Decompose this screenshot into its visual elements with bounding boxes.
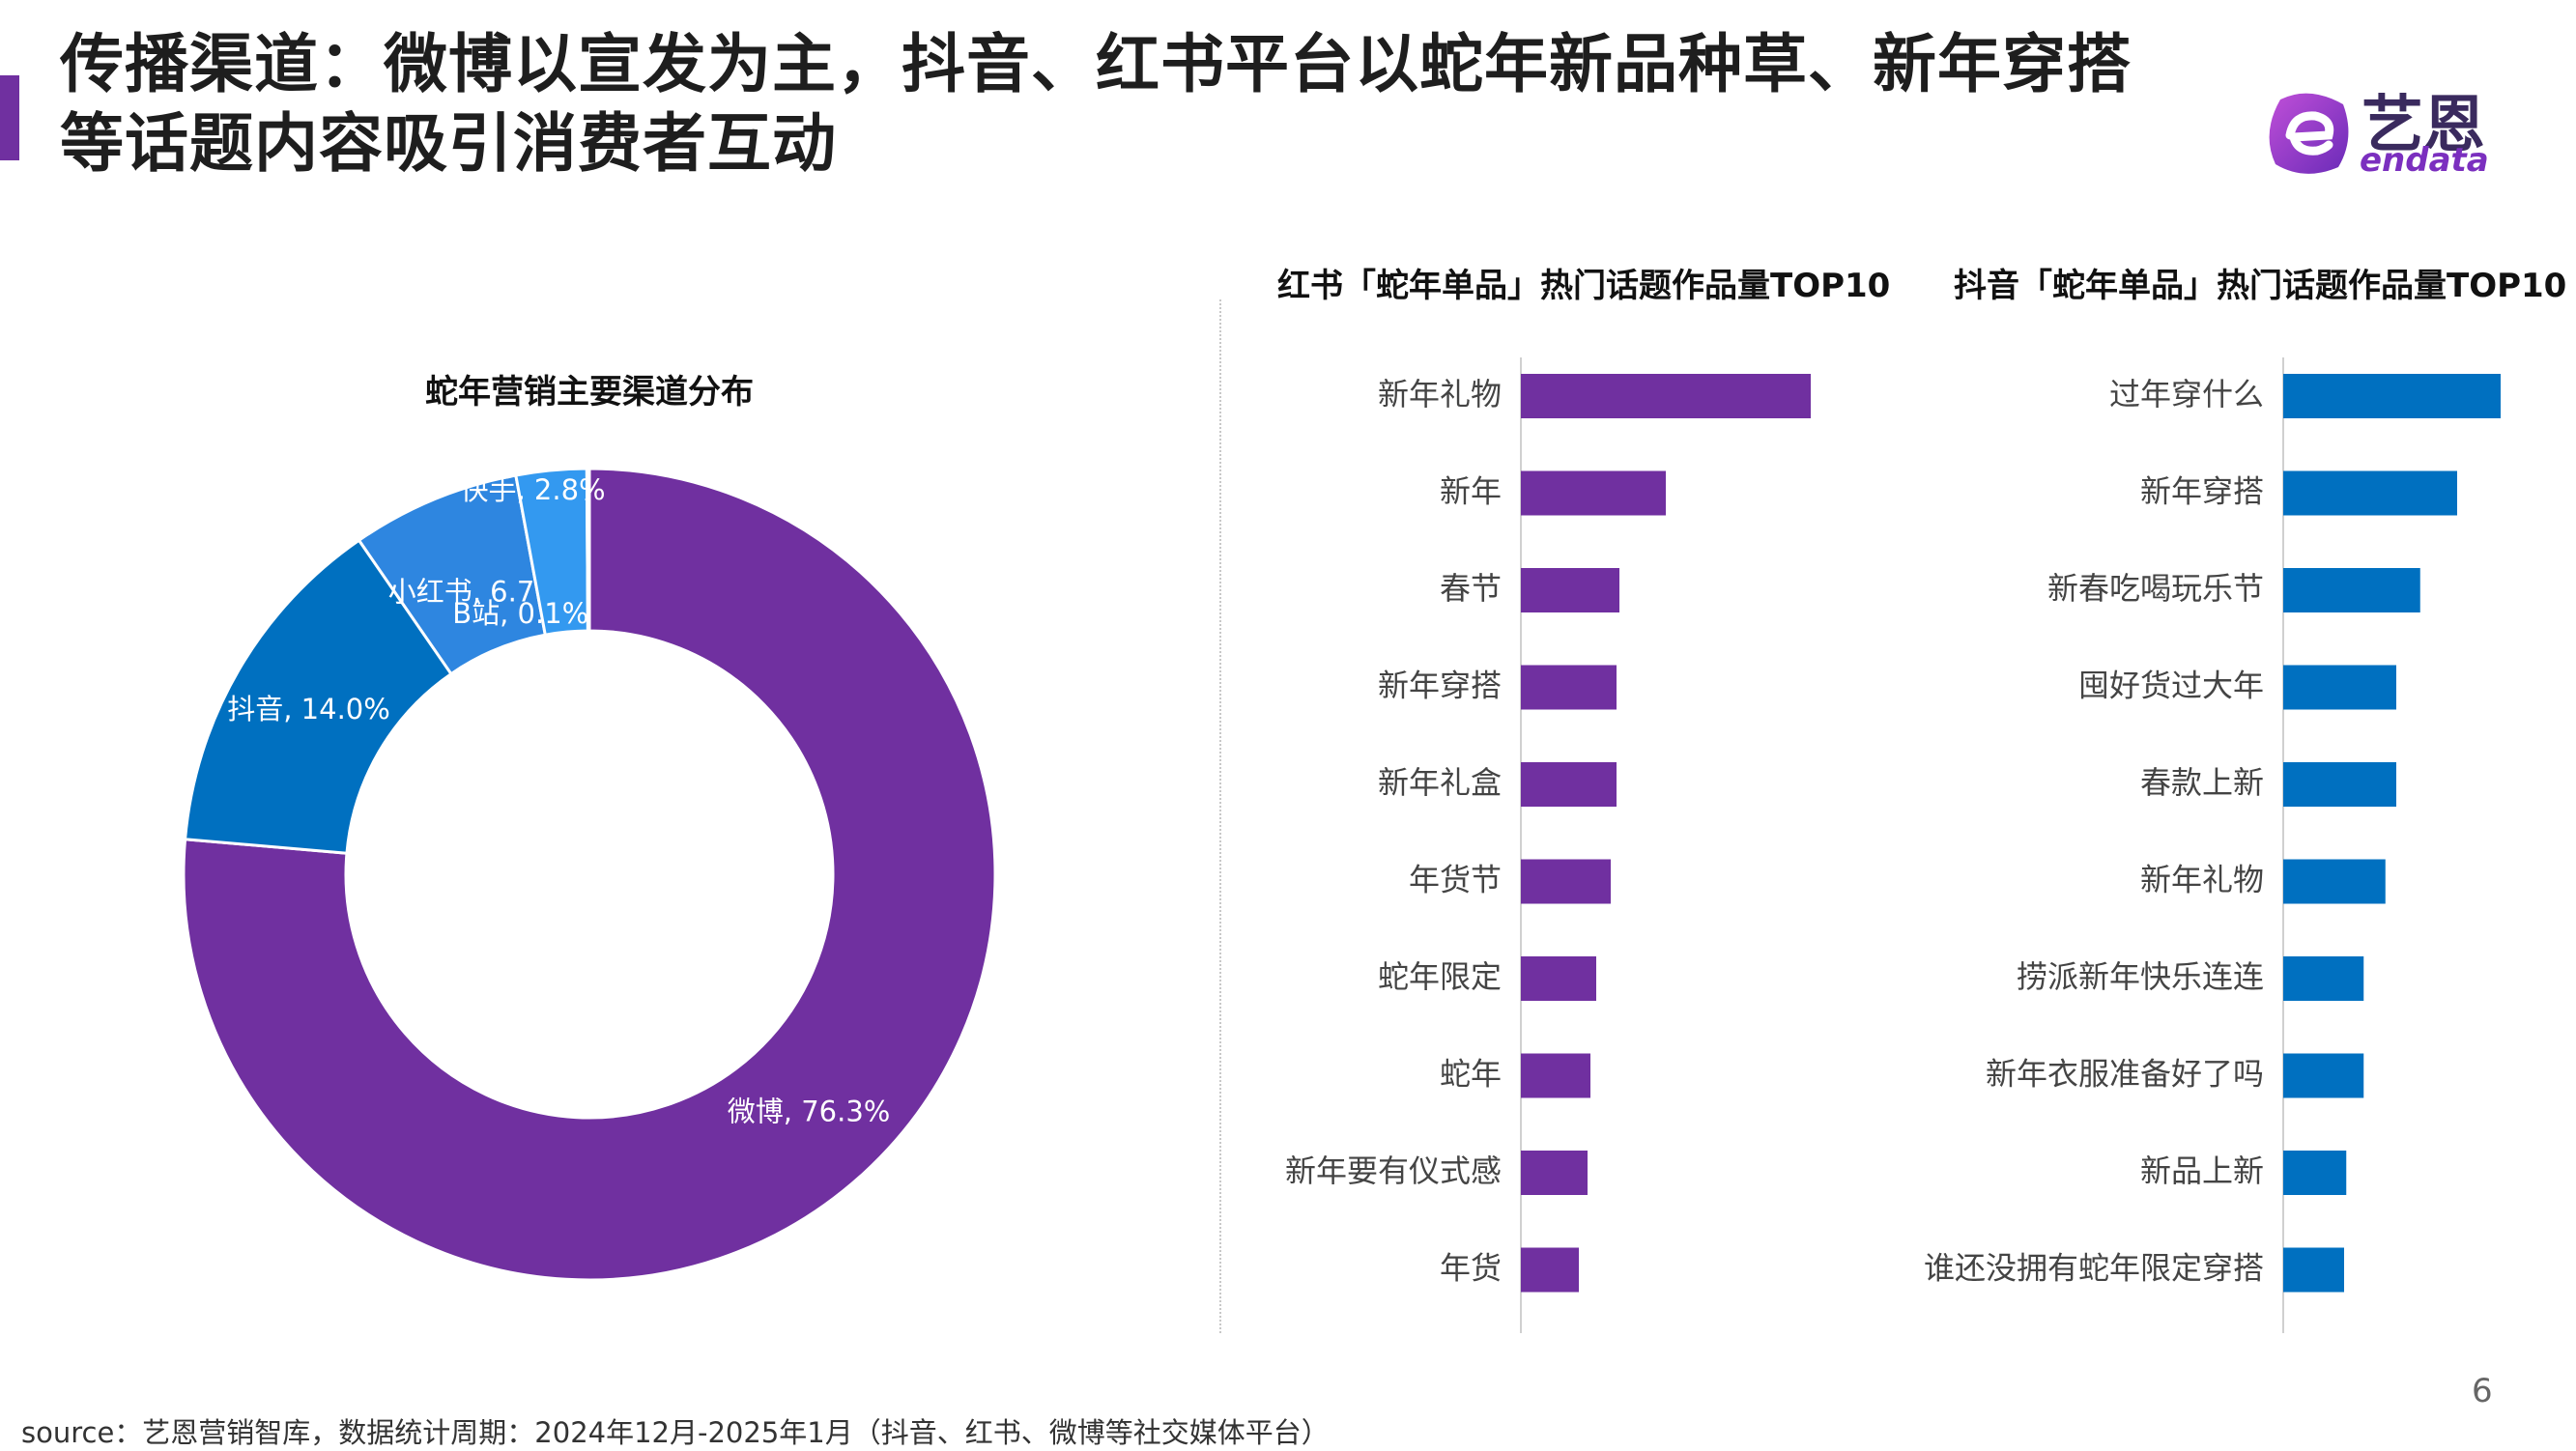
xhs-chart-title: 红书「蛇年单品」热门话题作品量TOP10 (1277, 267, 1891, 305)
donut-slice-B站 (585, 467, 591, 633)
xhs-bar-7 (1521, 1053, 1590, 1098)
endata-logo: 艺恩 endata (2261, 77, 2532, 184)
source-note: source：艺恩营销智库，数据统计周期：2024年12月-2025年1月（抖音… (21, 1416, 1330, 1449)
xhs-category-label-4: 新年礼盒 (1378, 764, 1502, 801)
douyin-bar-2 (2283, 568, 2420, 612)
endata-logo-icon (2269, 93, 2349, 174)
douyin-bar-7 (2283, 1053, 2364, 1098)
douyin-bar-1 (2283, 470, 2457, 516)
douyin-category-label-9: 谁还没拥有蛇年限定穿搭 (1924, 1250, 2264, 1287)
xhs-bar-3 (1521, 665, 1617, 710)
xhs-category-label-8: 新年要有仪式感 (1285, 1152, 1502, 1189)
douyin-category-label-6: 捞派新年快乐连连 (2017, 958, 2264, 995)
donut-label-B站: B站, 0.1% (452, 597, 588, 630)
douyin-category-label-1: 新年穿搭 (2140, 473, 2264, 510)
xhs-category-label-9: 年货 (1440, 1250, 1502, 1287)
title-accent-bar (0, 75, 19, 160)
xhs-bar-9 (1521, 1247, 1579, 1293)
douyin-chart-title: 抖音「蛇年单品」热门话题作品量TOP10 (1954, 267, 2567, 305)
donut-chart-title: 蛇年营销主要渠道分布 (425, 373, 754, 412)
logo-name: 艺恩 (2361, 90, 2485, 161)
donut-label-微博: 微博, 76.3% (728, 1095, 891, 1128)
xhs-category-label-3: 新年穿搭 (1378, 668, 1502, 704)
douyin-category-label-7: 新年衣服准备好了吗 (1986, 1056, 2264, 1093)
douyin-category-label-8: 新品上新 (2140, 1152, 2264, 1189)
donut-label-抖音: 抖音, 14.0% (227, 693, 390, 726)
douyin-bar-6 (2283, 956, 2364, 1001)
xhs-category-label-6: 蛇年限定 (1378, 958, 1502, 995)
xhs-category-label-5: 年货节 (1409, 862, 1502, 898)
page-title-line1: 传播渠道：微博以宣发为主，抖音、红书平台以蛇年新品种草、新年穿搭 (60, 27, 2132, 101)
xhs-category-label-0: 新年礼物 (1378, 376, 1502, 413)
douyin-bar-5 (2283, 859, 2386, 904)
xhs-bar-2 (1521, 568, 1619, 612)
xhs-bar-4 (1521, 762, 1617, 807)
douyin-bar-8 (2283, 1151, 2347, 1195)
douyin-bar-9 (2283, 1247, 2344, 1293)
douyin-bar-3 (2283, 665, 2396, 710)
page-title: 传播渠道：微博以宣发为主，抖音、红书平台以蛇年新品种草、新年穿搭 等话题内容吸引… (60, 25, 2132, 184)
donut-slice-抖音 (183, 538, 454, 855)
xhs-category-label-1: 新年 (1440, 473, 1502, 510)
chart-divider (1219, 299, 1221, 1333)
douyin-category-label-2: 新春吃喝玩乐节 (2047, 570, 2264, 607)
logo-sub: endata (2360, 141, 2489, 180)
xhs-bar-5 (1521, 859, 1611, 904)
donut-label-小红书: 小红书, 6.7% (388, 576, 561, 609)
douyin-bar-0 (2283, 374, 2501, 418)
donut-chart: 微博, 76.3% 抖音, 14.0% 小红书, 6.7% 快手, 2.8% B站, 0… (182, 467, 997, 1282)
xhs-bar-0 (1521, 374, 1811, 418)
xhs-category-label-2: 春节 (1440, 570, 1502, 607)
douyin-category-label-3: 囤好货过大年 (2078, 668, 2264, 704)
donut-label-快手: 快手, 2.8% (461, 473, 606, 506)
xhs-category-label-7: 蛇年 (1440, 1056, 1502, 1093)
page-title-line2: 等话题内容吸引消费者互动 (60, 106, 837, 181)
douyin-bar-4 (2283, 762, 2396, 807)
douyin-category-label-4: 春款上新 (2140, 764, 2264, 801)
donut-slice-微博 (182, 467, 997, 1282)
douyin-bar-chart: 过年穿什么新年穿搭新春吃喝玩乐节囤好货过大年春款上新新年礼物捞派新年快乐连连新年… (1924, 357, 2501, 1333)
douyin-category-label-0: 过年穿什么 (2109, 376, 2264, 413)
douyin-category-label-5: 新年礼物 (2140, 862, 2264, 898)
xhs-bar-1 (1521, 470, 1666, 516)
xhs-bar-8 (1521, 1151, 1588, 1195)
xhs-bar-6 (1521, 956, 1596, 1001)
page-number: 6 (2472, 1372, 2493, 1410)
